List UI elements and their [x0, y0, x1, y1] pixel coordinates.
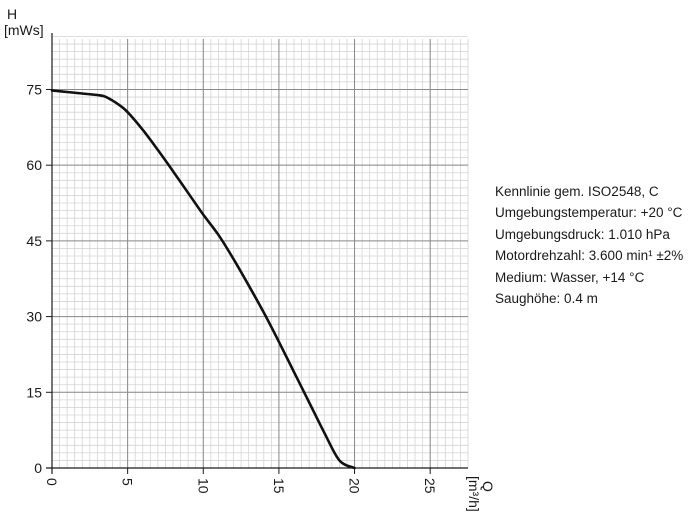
y-axis-label: H [7, 6, 17, 22]
axes [46, 33, 468, 474]
y-tick-label: 75 [26, 81, 42, 97]
note-medium: Medium: Wasser, +14 °C [495, 269, 645, 285]
y-tick-label: 0 [34, 460, 42, 476]
x-tick-label: 20 [347, 478, 363, 494]
series-layer [50, 89, 356, 470]
y-tick-label: 15 [26, 384, 42, 400]
x-axis-unit: [m³/h] [466, 476, 482, 512]
y-tick-label: 60 [26, 157, 42, 173]
note-ambient-pressure: Umgebungsdruck: 1.010 hPa [495, 226, 670, 242]
y-axis-unit: [mWs] [4, 22, 44, 38]
note-ambient-temperature: Umgebungstemperatur: +20 °C [495, 205, 683, 221]
tick-labels: 0 15 30 45 60 75 0 5 10 15 20 25 [26, 81, 438, 493]
pump-curve-line [50, 89, 356, 470]
minor-grid [51, 36, 469, 469]
y-tick-label: 45 [26, 233, 42, 249]
y-tick-label: 30 [26, 309, 42, 325]
x-tick-label: 5 [120, 478, 136, 486]
major-grid [51, 39, 468, 469]
x-tick-label: 25 [422, 478, 438, 494]
characteristic-notes: Kennlinie gem. ISO2548, C Umgebungstempe… [495, 181, 695, 309]
x-tick-label: 10 [195, 478, 211, 494]
note-motor-speed: Motordrehzahl: 3.600 min¹ ±2% [495, 248, 684, 264]
x-tick-label: 0 [44, 478, 60, 486]
note-suction-height: Saughöhe: 0.4 m [495, 291, 598, 307]
x-tick-label: 15 [271, 478, 287, 494]
x-axis-label: Q [480, 481, 496, 492]
note-standard: Kennlinie gem. ISO2548, C [495, 184, 659, 199]
